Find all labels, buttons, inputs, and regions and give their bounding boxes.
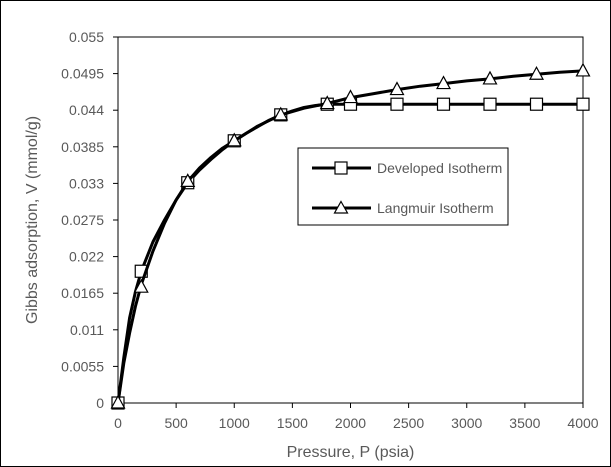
data-point-developed [390, 97, 404, 111]
y-axis-title: Gibbs adsorption, V (mmol/g) [24, 116, 41, 324]
y-tick-label: 0.022 [69, 249, 104, 265]
data-point-langmuir [180, 173, 196, 188]
series-langmuir [110, 62, 591, 409]
series-line-langmuir [116, 69, 584, 404]
legend-label-langmuir: Langmuir Isotherm [377, 200, 494, 216]
data-point-langmuir [319, 95, 335, 110]
data-point-langmuir [226, 132, 242, 147]
data-point-langmuir [342, 89, 359, 104]
y-tick-label: 0.0385 [61, 139, 104, 155]
legend-entry-developed: Developed Isotherm [312, 160, 502, 176]
y-tick-label: 0.0495 [61, 66, 104, 82]
data-point-langmuir [273, 106, 289, 121]
x-tick-label: 4000 [567, 415, 598, 431]
x-tick-label: 3500 [509, 415, 540, 431]
data-point-langmuir [435, 75, 452, 90]
series-developed [111, 97, 590, 410]
x-tick-label: 1500 [277, 415, 308, 431]
x-axis-title: Pressure, P (psia) [287, 444, 415, 461]
y-tick-label: 0 [96, 395, 104, 411]
x-tick-label: 2000 [335, 415, 366, 431]
x-tick-label: 1000 [219, 415, 250, 431]
y-tick-label: 0.044 [69, 102, 104, 118]
y-tick-label: 0.0165 [61, 285, 104, 301]
legend: Developed Isotherm Langmuir Isotherm [297, 147, 509, 226]
series-layer [110, 62, 591, 410]
data-point-developed [529, 97, 544, 111]
legend-marker-langmuir [333, 200, 349, 214]
legend-label-developed: Developed Isotherm [377, 160, 502, 176]
data-point-langmuir [482, 70, 498, 85]
data-point-developed [576, 97, 590, 111]
axes-layer: 0 500 1000 1500 2000 2500 3000 3500 4000 0 0.0055 0… [24, 29, 599, 461]
x-tick-label: 2500 [393, 415, 424, 431]
y-tick-label: 0.055 [69, 29, 104, 45]
data-point-langmuir [389, 81, 405, 96]
y-tick-label: 0.0055 [61, 358, 104, 374]
x-tick-label: 500 [164, 415, 188, 431]
legend-marker-developed [334, 161, 348, 175]
y-tick-label: 0.0275 [61, 212, 104, 228]
data-point-langmuir [110, 394, 126, 409]
y-tick-label: 0.011 [70, 322, 104, 338]
y-tick-label: 0.033 [69, 175, 104, 191]
data-point-langmuir [528, 66, 545, 80]
legend-box [297, 147, 509, 226]
data-point-langmuir [575, 62, 591, 77]
data-point-developed [483, 97, 497, 111]
data-point-developed [436, 97, 451, 111]
legend-entry-langmuir: Langmuir Isotherm [312, 200, 494, 216]
data-point-langmuir [133, 278, 149, 293]
x-tick-label: 3000 [451, 415, 482, 431]
x-tick-label: 0 [114, 415, 122, 431]
